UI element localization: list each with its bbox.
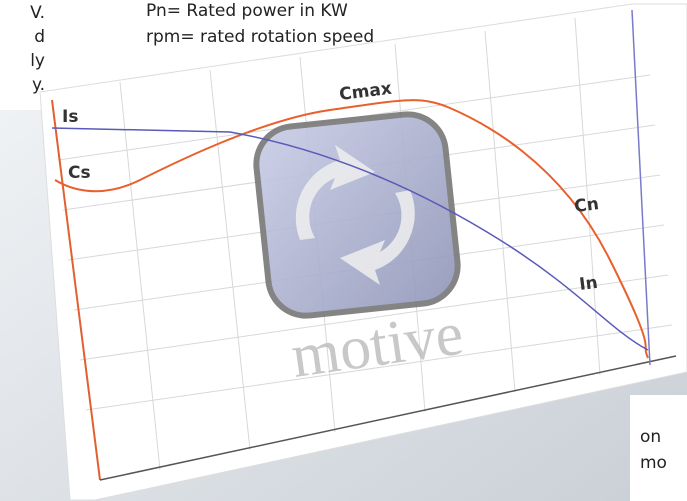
curve-label: In (578, 273, 599, 295)
x-axis (99, 355, 677, 481)
fragment: y. (32, 75, 45, 95)
text-block (630, 395, 687, 501)
curve-label: Is (62, 107, 78, 127)
fragment: ly (30, 51, 45, 71)
fragment: mo (640, 453, 667, 473)
header-line: Pn= Rated power in KW (146, 1, 348, 21)
curve-label: Cs (68, 163, 91, 183)
header-line: rpm= rated rotation speed (146, 27, 374, 47)
torque-curve (54, 99, 649, 359)
curve-label: Cn (573, 194, 600, 217)
logo-arrow (295, 145, 375, 240)
y-axis (51, 99, 101, 481)
fragment: on (640, 427, 661, 447)
y2-axis (631, 9, 651, 366)
logo-box (253, 111, 461, 319)
fragment: d (34, 27, 45, 47)
fragment: V. (30, 3, 45, 23)
current-curve (51, 127, 649, 351)
left-text: V. d ly y. (30, 3, 45, 95)
logo-arrow (340, 190, 415, 285)
